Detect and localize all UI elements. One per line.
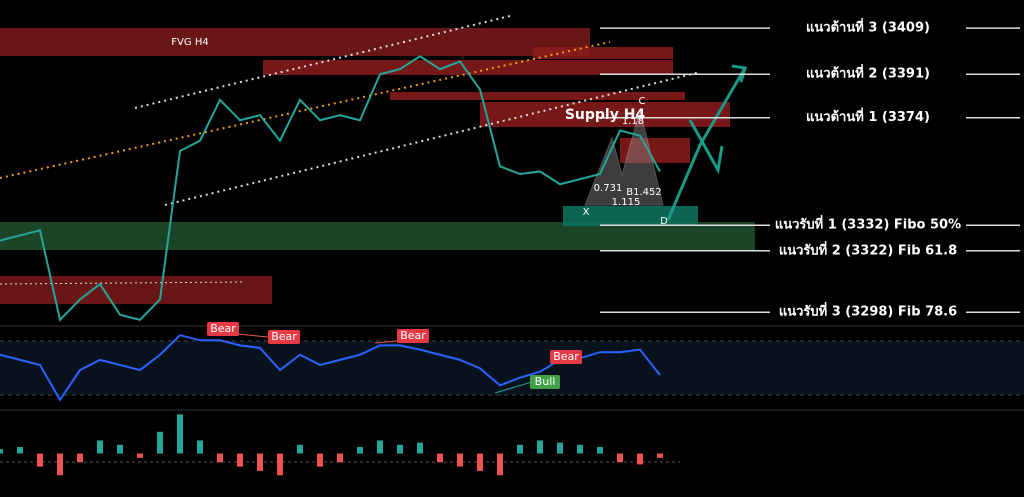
zone-label: Supply H4: [565, 107, 646, 123]
fvg-zone: [0, 28, 590, 56]
level-label: แนวรับที่ 1 (3332) Fibo 50%: [775, 215, 961, 233]
tag-bg: [268, 330, 300, 344]
divergence-tag: Bear: [400, 329, 426, 342]
projection-arrow: [666, 67, 747, 221]
point-label: D: [660, 216, 668, 227]
red-zone: [533, 47, 673, 59]
price-line: [0, 55, 661, 322]
zone-label: FVG H4: [171, 37, 208, 48]
momentum-bar: [177, 414, 183, 454]
momentum-bar: [97, 440, 103, 454]
momentum-bar: [397, 444, 403, 454]
momentum-bar: [577, 444, 583, 454]
momentum-bar: [477, 453, 483, 471]
rsi-line: [0, 334, 661, 402]
divergence-tag: Bear: [271, 330, 297, 343]
level-label: แนวรับที่ 2 (3322) Fib 61.8: [779, 240, 957, 258]
dotted-line: [0, 281, 246, 285]
momentum-bar: [617, 453, 623, 463]
momentum-bar: [197, 440, 203, 454]
arrow-head: [688, 119, 724, 175]
momentum-bar: [277, 453, 283, 476]
momentum-bar: [117, 444, 123, 454]
momentum-bar: [217, 453, 223, 463]
momentum-bar: [317, 453, 323, 467]
red-zone: [390, 92, 685, 100]
level-label: แนวต้านที่ 1 (3374): [806, 107, 930, 125]
momentum-bar: [17, 446, 23, 454]
divergence-tag: Bear: [553, 350, 579, 363]
channel-line: [164, 71, 701, 206]
level-label: แนวต้านที่ 3 (3409): [806, 18, 930, 36]
point-label: X: [583, 207, 590, 218]
channel-line: [134, 15, 511, 109]
momentum-bar: [237, 453, 243, 467]
ratio-label: B1.452: [626, 187, 662, 198]
tag-bg: [207, 322, 239, 336]
momentum-bar: [357, 446, 363, 454]
momentum-bar: [537, 440, 543, 454]
divergence-tag: Bull: [535, 375, 556, 388]
ratio-label: 0.731: [594, 183, 623, 194]
tag-bg: [530, 375, 560, 389]
momentum-bar: [257, 453, 263, 471]
harmonic-pattern: [584, 108, 664, 206]
supply-zone: [480, 102, 730, 127]
momentum-bar: [637, 453, 643, 465]
red-zone: [263, 60, 673, 75]
momentum-bar: [297, 444, 303, 454]
momentum-bar: [517, 444, 523, 454]
demand-zone: [0, 222, 755, 250]
momentum-bar: [657, 453, 663, 458]
level-label: แนวรับที่ 3 (3298) Fib 78.6: [779, 302, 957, 320]
ratio-label: 1.115: [612, 197, 641, 208]
level-label: แนวต้านที่ 2 (3391): [806, 64, 930, 82]
red-zone: [0, 276, 272, 304]
tag-bg: [550, 350, 582, 364]
rsi-band: [0, 341, 1024, 395]
momentum-bar: [457, 453, 463, 467]
momentum-bar: [337, 453, 343, 463]
momentum-bar: [57, 453, 63, 476]
momentum-bar: [37, 453, 43, 467]
momentum-bar: [497, 453, 503, 476]
momentum-bar: [417, 442, 423, 454]
momentum-bar: [137, 453, 143, 458]
momentum-bar: [77, 453, 83, 463]
momentum-bar: [377, 440, 383, 454]
target-box: [563, 206, 698, 226]
marks: แนวต้านที่ 3 (3409) แนวต้านที่ 2 (3391) แน…: [0, 18, 1020, 476]
arrow-head: [731, 64, 747, 83]
momentum-bar: [0, 449, 3, 454]
momentum-bar: [597, 446, 603, 454]
momentum-bar: [157, 431, 163, 454]
point-label: C: [639, 96, 646, 107]
momentum-bar: [437, 453, 443, 463]
ratio-label: 1.18: [622, 116, 644, 127]
trend-line: [0, 41, 611, 179]
tag-bg: [397, 329, 429, 343]
momentum-bar: [557, 442, 563, 454]
red-zone: [620, 138, 690, 163]
divergence-tag: Bear: [210, 322, 236, 335]
